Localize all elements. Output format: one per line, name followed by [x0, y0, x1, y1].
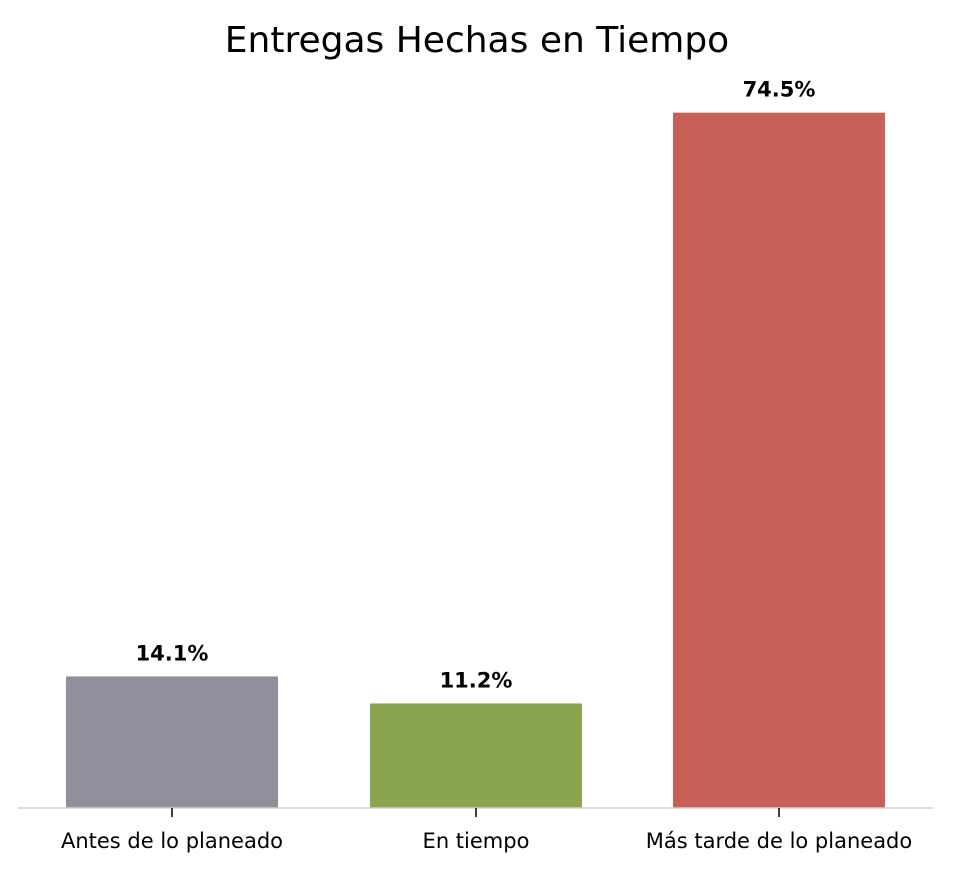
labels-layer: 14.1% Antes de lo planeado 11.2% En tiempo 7… [61, 78, 912, 853]
chart-title: Entregas Hechas en Tiempo [225, 20, 729, 61]
x-tick-label: Más tarde de lo planeado [646, 829, 913, 853]
bar [66, 676, 278, 808]
bar-value-label: 11.2% [440, 668, 513, 692]
bar-value-label: 74.5% [743, 78, 816, 102]
bar-value-label: 14.1% [136, 641, 209, 665]
bars-layer [66, 112, 885, 808]
x-tick-label: Antes de lo planeado [61, 829, 283, 853]
bar [370, 703, 582, 808]
x-tick-label: En tiempo [423, 829, 530, 853]
bar [673, 112, 885, 808]
x-ticks-layer [171, 808, 780, 817]
